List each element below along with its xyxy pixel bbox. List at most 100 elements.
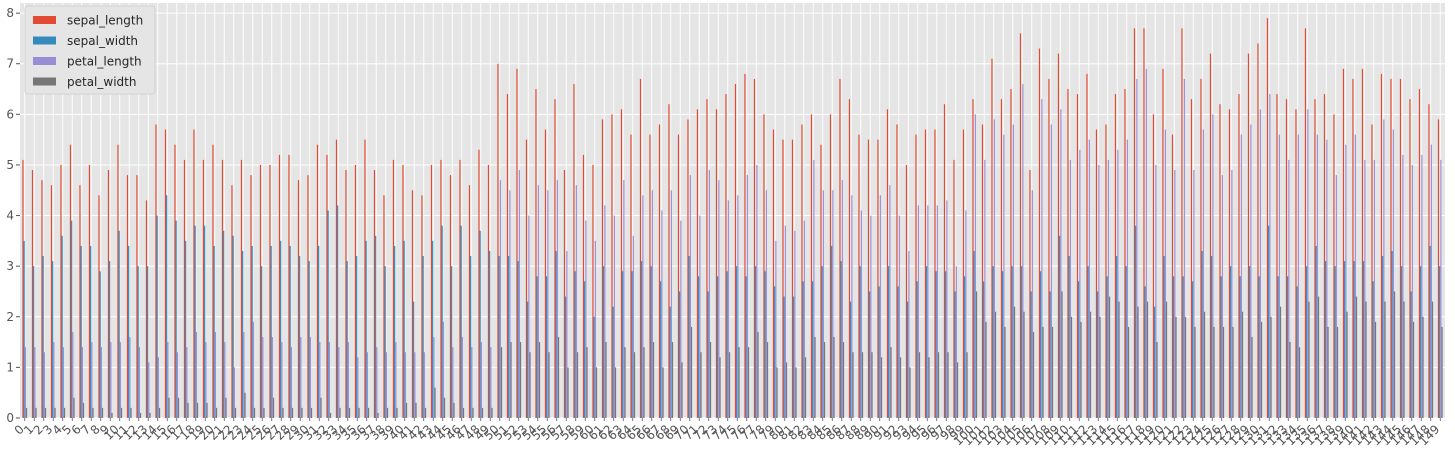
bar-sepal_length — [468, 185, 471, 418]
bar-sepal_width — [147, 266, 149, 418]
bar-sepal_length — [563, 170, 566, 418]
bar-petal_width — [690, 326, 693, 418]
bar-petal_length — [917, 205, 919, 418]
bar-petal_width — [842, 342, 845, 418]
bar-petal_width — [1241, 311, 1244, 418]
bar-sepal_length — [136, 175, 138, 418]
bar-petal_length — [1231, 170, 1233, 418]
bar-petal_width — [1137, 306, 1139, 418]
bar-petal_length — [727, 200, 729, 418]
bar-petal_length — [670, 190, 672, 418]
bar-sepal_length — [601, 119, 604, 418]
bar-sepal_width — [1296, 286, 1298, 418]
bar-petal_length — [1060, 109, 1062, 418]
bar-sepal_width — [1353, 261, 1355, 418]
bar-petal_length — [746, 175, 748, 418]
bar-petal_width — [709, 342, 712, 418]
bar-petal_length — [385, 352, 387, 418]
bar-petal_length — [1383, 119, 1385, 418]
bar-petal_width — [168, 397, 170, 418]
bar-sepal_length — [326, 154, 328, 418]
bar-petal_length — [575, 185, 577, 418]
bar-sepal_length — [972, 99, 974, 418]
bar-petal_width — [1441, 326, 1443, 418]
bar-sepal_length — [1067, 89, 1069, 418]
bar-sepal_length — [297, 180, 300, 418]
bar-sepal_length — [677, 134, 680, 418]
bar-petal_length — [1145, 68, 1147, 418]
bar-sepal_length — [763, 114, 765, 418]
bar-petal_width — [909, 367, 911, 418]
bar-petal_length — [1307, 109, 1309, 418]
bar-petal_length — [1402, 154, 1404, 418]
bar-petal_length — [661, 210, 663, 418]
bar-sepal_width — [1106, 276, 1108, 418]
bar-petal_length — [547, 190, 549, 418]
bar-petal_width — [747, 347, 750, 418]
bar-sepal_width — [660, 281, 662, 418]
bar-sepal_width — [1002, 271, 1004, 418]
bar-petal_length — [851, 195, 853, 418]
bar-sepal_width — [1030, 291, 1032, 418]
bar-sepal_length — [1390, 78, 1392, 418]
bar-sepal_length — [259, 164, 262, 418]
bar-sepal_length — [392, 159, 395, 418]
bar-sepal_length — [1171, 134, 1174, 418]
bar-sepal_length — [1019, 33, 1022, 419]
bar-sepal_length — [981, 124, 984, 419]
bar-petal_length — [1335, 175, 1337, 418]
bar-petal_width — [244, 392, 246, 418]
legend-swatch — [33, 36, 56, 45]
bar-petal_length — [1421, 154, 1423, 418]
bar-petal_width — [1089, 311, 1092, 418]
bar-petal_width — [424, 407, 427, 418]
bar-sepal_width — [1078, 281, 1080, 418]
bar-petal_width — [1365, 301, 1367, 418]
bar-sepal_width — [707, 291, 709, 418]
bar-sepal_width — [470, 256, 472, 418]
bar-petal_width — [377, 412, 379, 418]
bar-petal_width — [681, 362, 683, 418]
bar-sepal_width — [1287, 276, 1289, 418]
y-tick-label: 3 — [6, 259, 14, 273]
bar-sepal_width — [1021, 266, 1023, 418]
bar-petal_width — [548, 352, 550, 418]
bar-sepal_length — [231, 185, 233, 418]
bar-petal_width — [73, 397, 75, 418]
bar-petal_width — [1013, 306, 1016, 418]
bar-petal_width — [1232, 326, 1234, 418]
bar-sepal_width — [802, 281, 804, 418]
bar-petal_width — [557, 337, 560, 418]
bar-petal_length — [290, 347, 292, 418]
bar-sepal_width — [299, 256, 301, 418]
bar-petal_length — [1022, 83, 1024, 418]
bar-sepal_width — [394, 245, 396, 418]
bar-petal_width — [823, 342, 826, 418]
legend-label: sepal_width — [67, 34, 138, 48]
bar-sepal_length — [877, 139, 879, 418]
bar-sepal_length — [867, 139, 870, 418]
bar-sepal_length — [801, 124, 803, 419]
bar-petal_width — [1327, 326, 1329, 418]
bar-petal_width — [215, 407, 218, 418]
bar-sepal_width — [185, 240, 187, 418]
bar-petal_width — [918, 352, 921, 418]
bar-sepal_length — [240, 159, 243, 418]
bar-sepal_width — [878, 286, 880, 418]
bar-sepal_width — [1391, 250, 1393, 418]
series-sepal_width — [23, 195, 1441, 418]
bar-petal_length — [1107, 159, 1109, 418]
bar-sepal_length — [639, 78, 642, 418]
bar-petal_length — [233, 367, 235, 418]
bar-sepal_length — [79, 185, 81, 418]
bar-sepal_width — [498, 256, 500, 418]
bars — [22, 18, 1443, 419]
bar-sepal_length — [896, 124, 898, 419]
bar-sepal_length — [630, 134, 632, 418]
bar-sepal_length — [1295, 109, 1297, 418]
bar-sepal_width — [1429, 245, 1431, 418]
bar-petal_width — [861, 352, 864, 418]
bar-petal_length — [993, 119, 995, 418]
bar-sepal_length — [1057, 53, 1060, 419]
